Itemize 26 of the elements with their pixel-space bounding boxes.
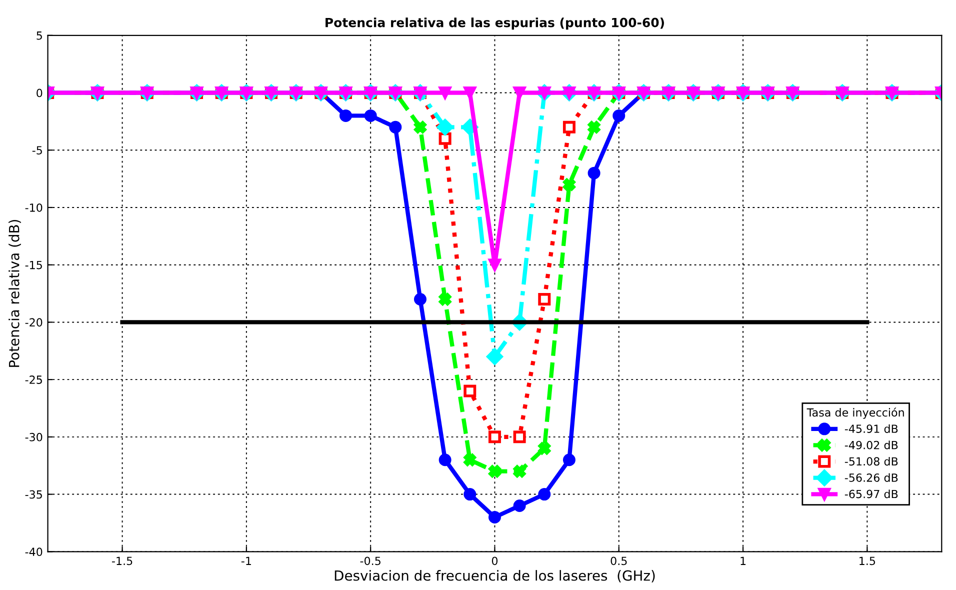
y-tick-label: -5 (32, 146, 42, 154)
x-tick-label: 1 (740, 556, 746, 565)
x-axis-title: Desviacion de frecuencia de los laseres (GHz) (334, 570, 655, 582)
legend-title: Tasa de inyección (806, 408, 904, 419)
y-axis-title: Potencia relativa (dB) (8, 220, 21, 367)
y-tick-label: -30 (25, 432, 42, 442)
legend-label: -65.97 dB (844, 490, 898, 498)
y-tick-label: -35 (25, 490, 42, 499)
x-tick-label: -0.5 (360, 556, 380, 566)
y-tick-label: -40 (25, 548, 42, 556)
legend-label: -56.26 dB (844, 473, 898, 482)
x-tick-label: 0 (492, 556, 498, 566)
y-tick-label: -15 (25, 260, 42, 270)
legend-label: -49.02 dB (844, 440, 898, 450)
x-tick-label: 1.5 (860, 556, 876, 566)
y-tick-label: -25 (25, 376, 42, 384)
legend-label: -45.91 dB (844, 424, 898, 433)
legend-label: -51.08 dB (844, 456, 898, 466)
y-tick-label: -20 (25, 318, 42, 327)
x-tick-label: 0.5 (610, 556, 627, 566)
y-tick-label: -10 (25, 203, 42, 212)
y-tick-label: 0 (36, 88, 42, 98)
y-tick-label: 5 (36, 32, 42, 40)
x-tick-label: -1.5 (112, 556, 132, 566)
chart-title: Potencia relativa de las espurias (punto 100-60) (326, 18, 664, 30)
x-tick-label: -1 (241, 556, 251, 565)
